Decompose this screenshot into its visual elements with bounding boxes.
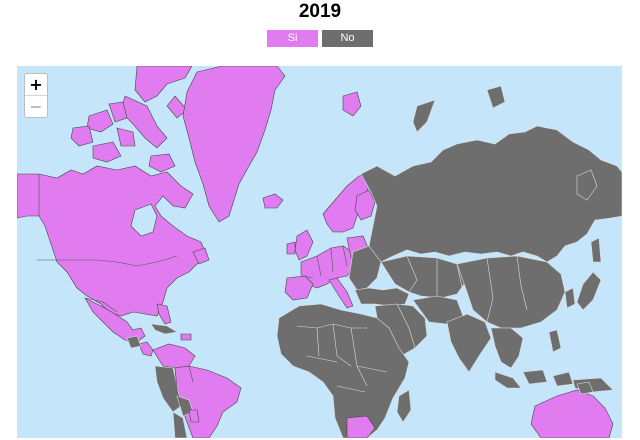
australia[interactable] (530, 389, 614, 438)
madagascar[interactable] (396, 389, 412, 423)
papua[interactable] (576, 381, 594, 395)
arctic-island-b[interactable] (108, 101, 128, 123)
legend: Si No (0, 30, 640, 47)
asia-borders (396, 255, 528, 349)
central-america-south[interactable] (138, 341, 154, 357)
legend-yes-item[interactable]: Si (267, 30, 318, 47)
africa-borders (296, 323, 388, 393)
mexico[interactable] (84, 297, 146, 343)
paraguay[interactable] (188, 409, 200, 423)
greenland[interactable] (182, 66, 286, 223)
africa[interactable] (276, 303, 410, 438)
balkans-turkey[interactable] (354, 287, 410, 307)
central-asia[interactable] (380, 255, 468, 299)
florida[interactable] (156, 303, 172, 325)
north-america-mainland[interactable] (17, 165, 208, 317)
india[interactable] (446, 313, 492, 373)
uk[interactable] (294, 229, 314, 261)
us-canada-border (37, 255, 178, 267)
europe-borders (304, 245, 348, 279)
korea[interactable] (564, 287, 576, 309)
philippines[interactable] (548, 329, 562, 353)
chile-argentina-north[interactable] (172, 411, 188, 438)
hispaniola[interactable] (180, 333, 192, 341)
novaya-zemlya[interactable] (412, 99, 436, 133)
china-mongolia[interactable] (456, 255, 566, 329)
arctic-island-d[interactable] (92, 141, 122, 163)
ireland[interactable] (286, 241, 296, 255)
legend-no-item[interactable]: No (322, 30, 373, 47)
us-mexico-border (84, 297, 118, 313)
world-map[interactable]: + − (17, 66, 622, 438)
sa-borders (174, 365, 194, 407)
southeast-asia[interactable] (490, 327, 524, 369)
newfoundland[interactable] (192, 247, 210, 265)
arctic-island-g[interactable] (148, 153, 176, 173)
peru-ecuador[interactable] (154, 365, 182, 413)
zoom-in-button[interactable]: + (29, 75, 43, 94)
canada-arctic-islands[interactable] (134, 66, 193, 103)
arctic-russia-island[interactable] (486, 85, 506, 109)
eastern-europe[interactable] (348, 245, 382, 291)
cuba[interactable] (150, 323, 178, 335)
finland[interactable] (354, 189, 376, 221)
year-title: 2019 (298, 1, 342, 22)
arctic-island-a[interactable] (86, 109, 114, 133)
iberia[interactable] (284, 275, 314, 301)
colombia-venezuela[interactable] (152, 343, 196, 369)
indonesia-a[interactable] (494, 371, 522, 389)
sakhalin[interactable] (590, 237, 602, 263)
kamchatka[interactable] (576, 169, 598, 201)
arctic-island-e[interactable] (116, 127, 136, 147)
iceland[interactable] (262, 193, 284, 209)
south-africa[interactable] (346, 415, 376, 438)
central-america-north[interactable] (126, 335, 142, 349)
arctic-island-c[interactable] (70, 125, 94, 147)
zoom-out-button[interactable]: − (25, 95, 47, 117)
svalbard[interactable] (342, 91, 362, 117)
indonesia-b[interactable] (522, 369, 548, 385)
russia[interactable] (360, 125, 622, 263)
italy[interactable] (328, 277, 354, 309)
japan[interactable] (576, 271, 602, 311)
zoom-control: + − (24, 73, 48, 118)
indonesia-c[interactable] (552, 371, 574, 387)
world-map-canvas[interactable] (17, 66, 622, 438)
